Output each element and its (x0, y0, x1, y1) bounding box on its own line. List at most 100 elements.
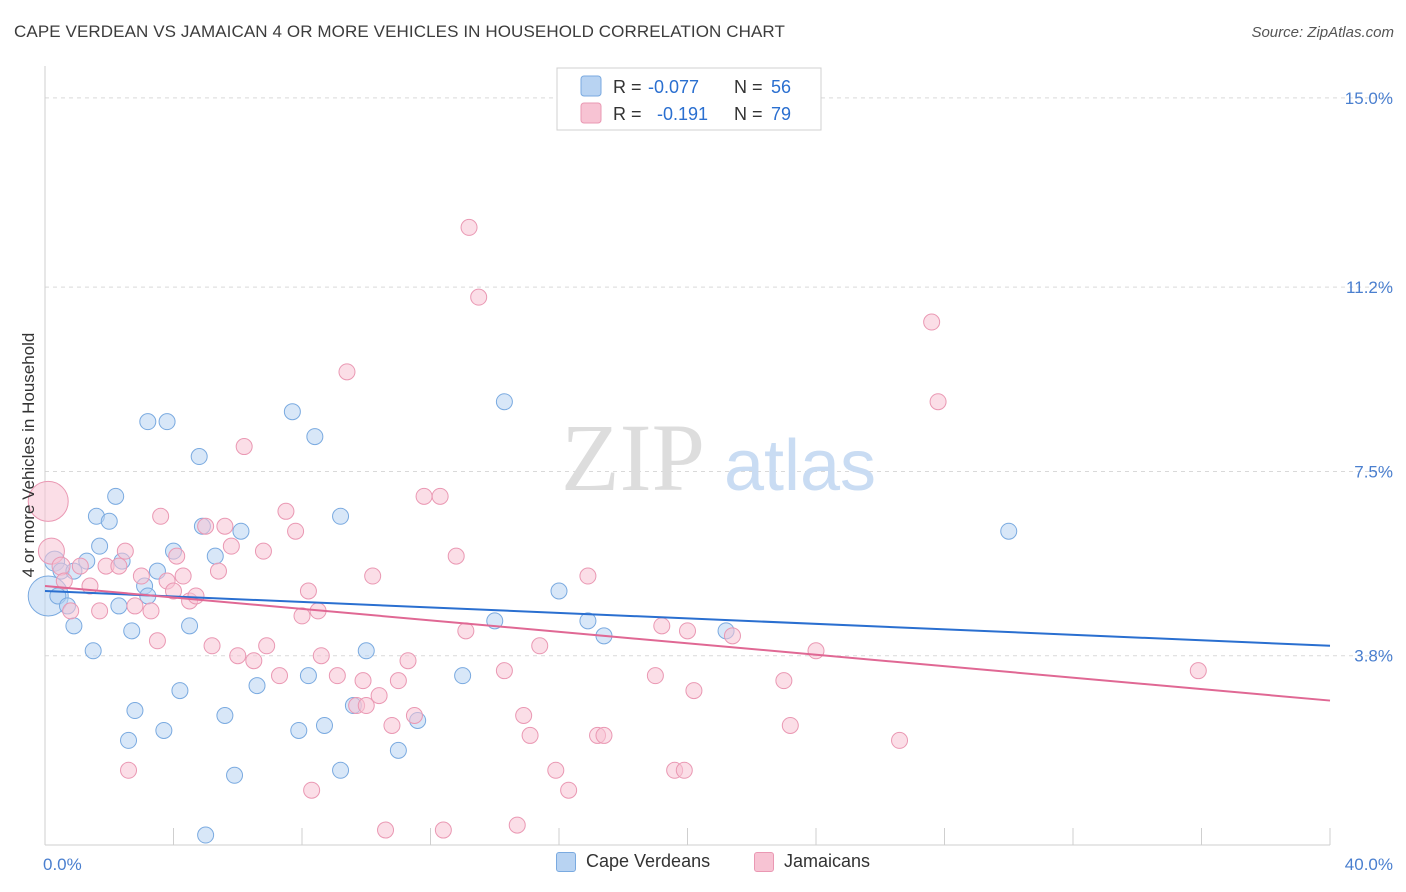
cape-verdean-point (126, 702, 144, 720)
cape-verdean-point (139, 413, 157, 431)
cape-verdean-point (120, 731, 138, 749)
jamaican-point (132, 567, 150, 585)
jamaican-point (55, 572, 73, 590)
jamaican-point (203, 637, 221, 655)
cape-verdean-point (206, 547, 224, 565)
cape-verdean-point (550, 582, 568, 600)
legend-n-value: 56 (771, 77, 791, 97)
jamaican-point (685, 682, 703, 700)
jamaican-point (303, 781, 321, 799)
jamaican-point (152, 507, 170, 525)
jamaican-point (547, 761, 565, 779)
jamaican-point (258, 637, 276, 655)
y-tick-label: 3.8% (1354, 647, 1393, 666)
legend-swatch-cape-verdeans (580, 75, 602, 97)
cape-verdean-point (123, 622, 141, 640)
legend-label-jamaicans: Jamaicans (784, 851, 871, 871)
jamaican-point (245, 652, 263, 670)
cape-verdean-point (107, 487, 125, 505)
jamaican-point (653, 617, 671, 635)
jamaican-point (187, 587, 205, 605)
jamaican-point (91, 602, 109, 620)
jamaican-point (891, 731, 909, 749)
cape-verdean-point (389, 741, 407, 759)
jamaican-point (216, 517, 234, 535)
cape-verdean-point (315, 716, 333, 734)
jamaican-point (675, 761, 693, 779)
y-axis-label: 4 or more Vehicles in Household (19, 333, 38, 578)
cape-verdean-point (495, 393, 513, 411)
cape-verdean-point (216, 707, 234, 725)
y-tick-label: 11.2% (1346, 278, 1393, 297)
jamaican-point (168, 547, 186, 565)
trend-line-cape-verdeans (44, 589, 1331, 647)
source-credit: Source: ZipAtlas.com (1251, 24, 1394, 41)
jamaican-point (470, 288, 488, 306)
legend-top: R = -0.077 N = 56 R = -0.191 N = 79 (556, 67, 822, 131)
watermark-atlas: atlas (724, 426, 876, 506)
y-tick-label: 15.0% (1345, 89, 1393, 108)
jamaican-point (646, 667, 664, 685)
x-tick-label: 0.0% (43, 855, 82, 874)
legend-n-label: N = (734, 77, 768, 97)
cape-verdean-point (332, 761, 350, 779)
jamaican-point (71, 557, 89, 575)
jamaican-point (293, 607, 311, 625)
trend-line-jamaicans (44, 585, 1331, 702)
jamaican-point (389, 672, 407, 690)
cape-verdean-point (232, 522, 250, 540)
jamaican-point (399, 652, 417, 670)
cape-verdean-point (283, 403, 301, 421)
jamaican-point (377, 821, 395, 839)
x-tick-label: 40.0% (1345, 855, 1393, 874)
jamaican-point (531, 637, 549, 655)
jamaican-point (354, 672, 372, 690)
jamaican-point (312, 647, 330, 665)
legend-bottom: Cape Verdeans Jamaicans (0, 851, 1406, 877)
jamaican-point (81, 577, 99, 595)
legend-swatch-jamaicans (580, 102, 602, 124)
y-tick-label: 7.5% (1354, 462, 1393, 481)
jamaican-point (27, 480, 69, 522)
jamaican-point (508, 816, 526, 834)
jamaican-point (415, 487, 433, 505)
jamaican-point (209, 562, 227, 580)
jamaican-point (338, 363, 356, 381)
cape-verdean-point (226, 766, 244, 784)
legend-n-value: 79 (771, 104, 791, 124)
legend-r-value: -0.191 (657, 104, 708, 124)
cape-verdean-point (100, 512, 118, 530)
jamaican-point (405, 707, 423, 725)
cape-verdean-point (248, 677, 266, 695)
jamaican-point (579, 567, 597, 585)
legend-n-label: N = (734, 104, 768, 124)
legend-r-value: -0.077 (648, 77, 699, 97)
legend-swatch-cape-verdeans (556, 851, 576, 872)
axes (44, 66, 1331, 846)
legend-item-cape-verdeans: Cape Verdeans (556, 851, 710, 872)
chart-title: CAPE VERDEAN VS JAMAICAN 4 OR MORE VEHIC… (14, 22, 785, 41)
jamaican-point (923, 313, 941, 331)
cape-verdean-point (181, 617, 199, 635)
cape-verdean-point (91, 537, 109, 555)
jamaican-point (142, 602, 160, 620)
cape-verdean-point (290, 721, 308, 739)
cape-verdean-point (332, 507, 350, 525)
cape-verdean-point (197, 826, 215, 844)
cape-verdean-point (110, 597, 128, 615)
jamaican-point (460, 218, 478, 236)
cape-verdean-point (155, 721, 173, 739)
jamaican-point (165, 582, 182, 600)
legend-item-jamaicans: Jamaicans (754, 851, 870, 872)
jamaican-point (126, 597, 144, 615)
jamaican-point (364, 567, 382, 585)
jamaican-point (120, 761, 138, 779)
jamaican-point (595, 726, 613, 744)
jamaican-point (116, 542, 134, 560)
jamaican-point (807, 642, 825, 660)
watermark-zip: ZIP (561, 404, 705, 511)
series-jamaicans-points (27, 218, 1207, 839)
cape-verdean-point (357, 642, 375, 660)
